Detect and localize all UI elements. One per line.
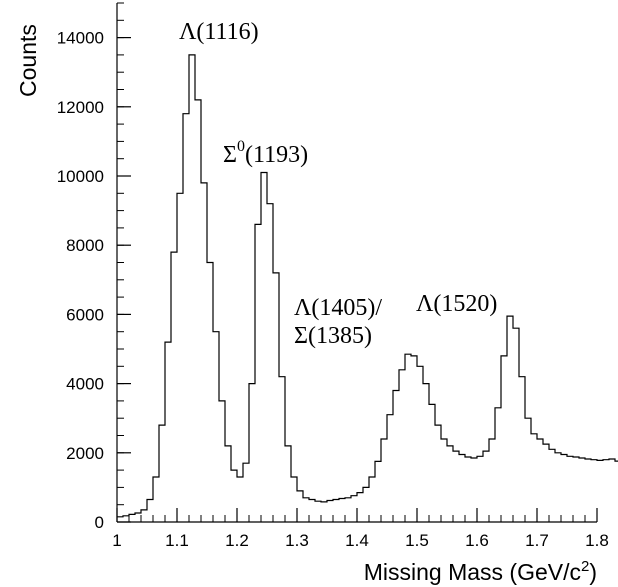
y-tick-label: 8000: [66, 236, 104, 255]
x-tick-label: 1.4: [345, 531, 369, 550]
x-axis-title-main: Missing Mass (GeV/c: [364, 559, 581, 585]
histogram-line: [117, 54, 618, 518]
x-axis-title-end: ): [589, 559, 597, 585]
x-tick-label: 1.5: [405, 531, 429, 550]
y-axis-title: Counts: [15, 24, 41, 97]
label-sigma-1385: Σ(1385): [294, 323, 372, 349]
y-tick-label: 12000: [57, 98, 104, 117]
sigma-mass: (1193): [245, 142, 308, 168]
x-tick-label: 1.2: [225, 531, 249, 550]
x-tick-label: 1.7: [525, 531, 549, 550]
y-tick-label: 4000: [66, 375, 104, 394]
y-tick-label: 2000: [66, 444, 104, 463]
x-axis-title: Missing Mass (GeV/c2): [364, 558, 597, 585]
axis-tick-labels: 1 1.1 1.2 1.3 1.4 1.5 1.6 1.7 1.8 0 2000 4000 6000 80…: [57, 29, 609, 550]
x-tick-label: 1.8: [585, 531, 609, 550]
sigma-superscript: 0: [237, 138, 245, 155]
label-sigma-1193: Σ0(1193): [223, 138, 308, 168]
y-tick-label: 6000: [66, 305, 104, 324]
x-tick-label: 1.1: [165, 531, 189, 550]
x-tick-label: 1.6: [465, 531, 489, 550]
y-tick-label: 0: [95, 513, 104, 532]
sigma-symbol: Σ: [223, 142, 237, 168]
label-lambda-1405: Λ(1405)/: [294, 295, 382, 321]
x-axis-title-superscript: 2: [581, 558, 589, 575]
axis-ticks: [116, 2, 598, 523]
y-tick-label: 14000: [57, 29, 104, 48]
x-tick-label: 1: [112, 531, 121, 550]
label-lambda-1116: Λ(1116): [179, 19, 259, 45]
y-tick-label: 10000: [57, 167, 104, 186]
x-tick-label: 1.3: [285, 531, 309, 550]
label-lambda-1520: Λ(1520): [416, 291, 497, 317]
